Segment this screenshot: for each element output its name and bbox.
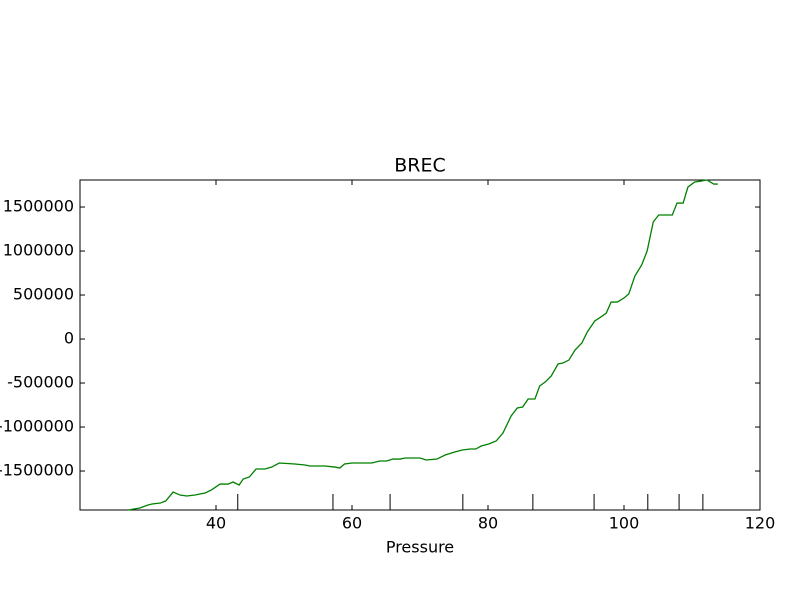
x-tick-label: 120 (745, 514, 776, 533)
x-tick-label: 40 (206, 514, 226, 533)
y-tick-label: 1000000 (3, 241, 74, 260)
chart-title: BREC (394, 155, 446, 177)
y-tick-label: -1500000 (0, 461, 74, 480)
x-tick-label: 80 (478, 514, 498, 533)
y-tick-label: -1000000 (0, 417, 74, 436)
plot-frame (79, 179, 761, 511)
x-tick-label: 60 (342, 514, 362, 533)
x-tick-label: 100 (609, 514, 640, 533)
y-tick-label: 1500000 (3, 197, 74, 216)
y-tick-label: 0 (64, 329, 74, 348)
x-axis-label: Pressure (386, 538, 454, 557)
y-tick-label: -500000 (7, 373, 74, 392)
data-line (128, 179, 718, 511)
y-tick-label: 500000 (13, 285, 74, 304)
